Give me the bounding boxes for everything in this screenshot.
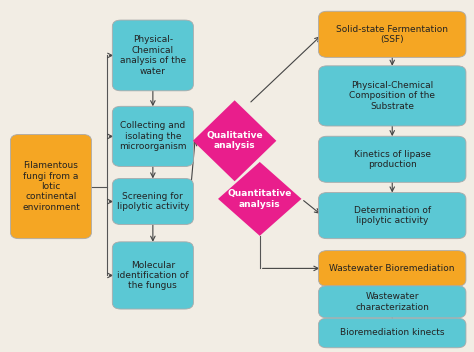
Text: Screening for
lipolytic activity: Screening for lipolytic activity	[117, 192, 189, 211]
Text: Bioremediation kinects: Bioremediation kinects	[340, 328, 445, 338]
Text: Kinetics of lipase
production: Kinetics of lipase production	[354, 150, 431, 169]
Text: Solid-state Fermentation
(SSF): Solid-state Fermentation (SSF)	[336, 25, 448, 44]
FancyBboxPatch shape	[112, 20, 193, 91]
FancyBboxPatch shape	[112, 106, 193, 166]
Text: Filamentous
fungi from a
lotic
continental
environment: Filamentous fungi from a lotic continent…	[22, 161, 80, 212]
Text: Collecting and
isolating the
microorganism: Collecting and isolating the microorgani…	[119, 121, 187, 151]
FancyBboxPatch shape	[319, 11, 466, 57]
Text: Physical-
Chemical
analysis of the
water: Physical- Chemical analysis of the water	[120, 35, 186, 76]
FancyBboxPatch shape	[319, 286, 466, 318]
FancyBboxPatch shape	[112, 242, 193, 309]
FancyBboxPatch shape	[10, 134, 91, 239]
FancyBboxPatch shape	[319, 318, 466, 348]
FancyBboxPatch shape	[319, 251, 466, 286]
Text: Quantitative
analysis: Quantitative analysis	[228, 189, 292, 209]
Text: Wastewater Bioremediation: Wastewater Bioremediation	[329, 264, 455, 273]
Text: Determination of
lipolytic activity: Determination of lipolytic activity	[354, 206, 431, 225]
FancyBboxPatch shape	[112, 178, 193, 225]
Text: Physical-Chemical
Composition of the
Substrate: Physical-Chemical Composition of the Sub…	[349, 81, 435, 111]
FancyBboxPatch shape	[319, 193, 466, 239]
Polygon shape	[193, 100, 276, 181]
Polygon shape	[218, 162, 301, 236]
FancyBboxPatch shape	[319, 66, 466, 126]
Text: Qualitative
analysis: Qualitative analysis	[206, 131, 263, 151]
Text: Molecular
identification of
the fungus: Molecular identification of the fungus	[117, 260, 189, 290]
Text: Wastewater
characterization: Wastewater characterization	[356, 292, 429, 312]
FancyBboxPatch shape	[319, 136, 466, 182]
